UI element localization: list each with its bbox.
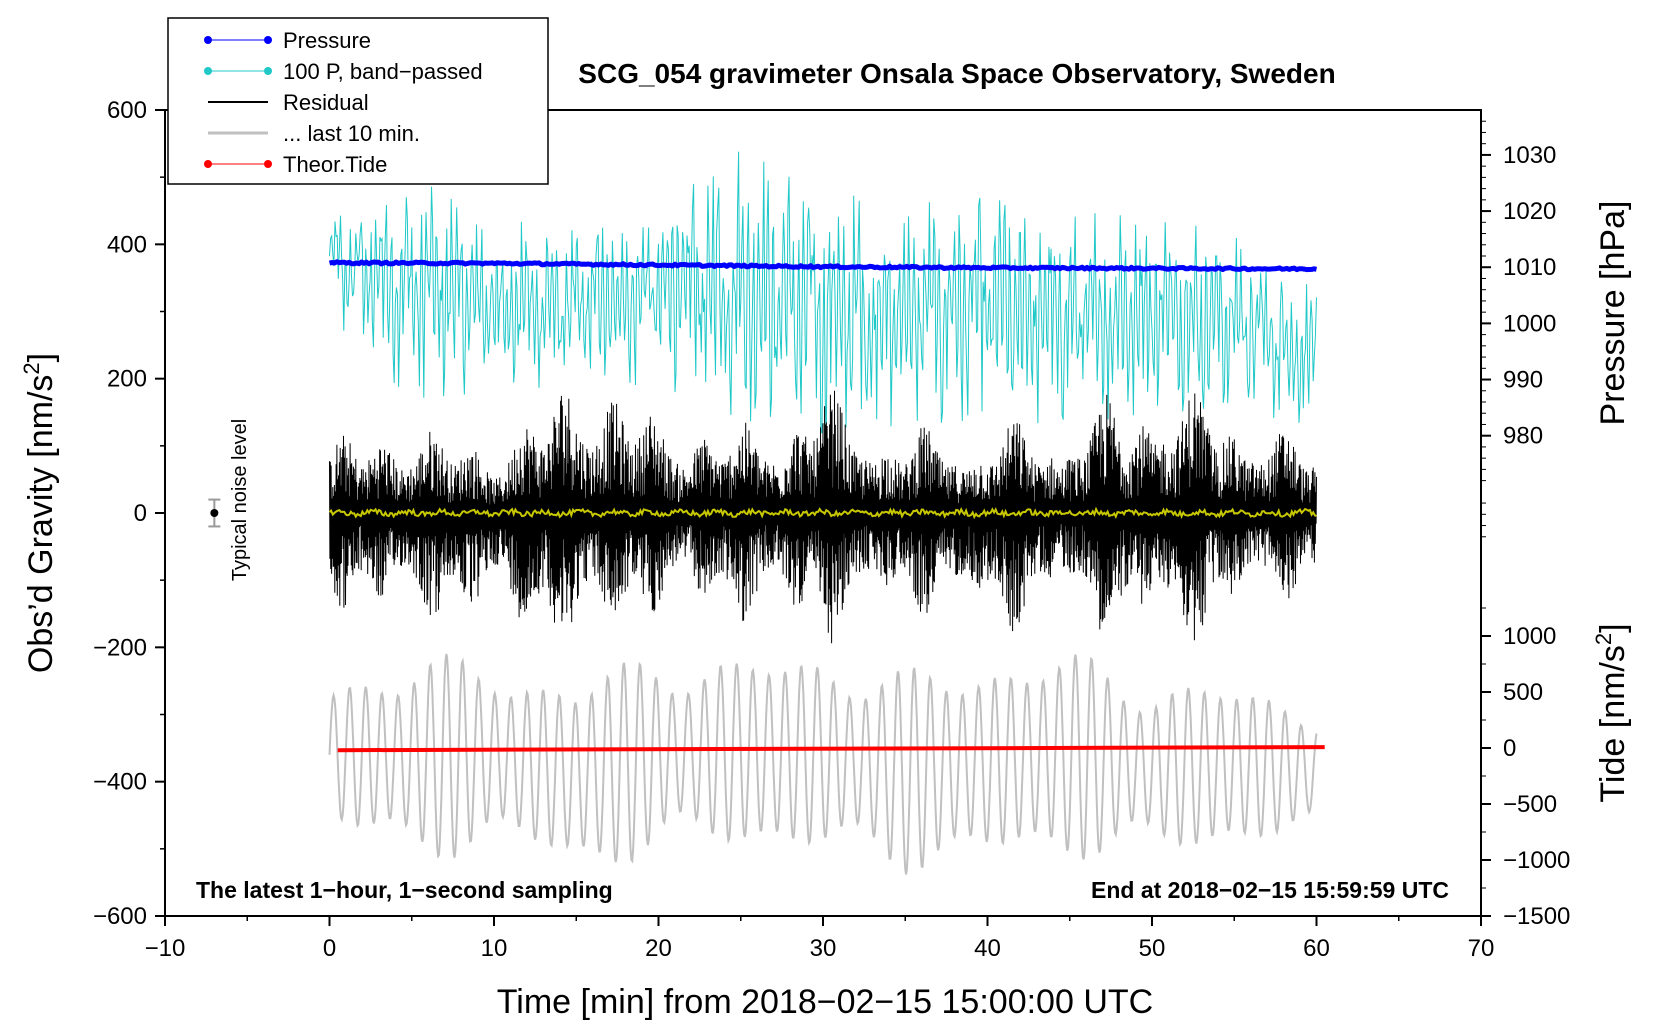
y-tick-label: 200 bbox=[107, 366, 147, 393]
x-tick-label: 50 bbox=[1139, 935, 1166, 962]
tide-tick-label: 0 bbox=[1503, 735, 1516, 762]
noise-dot bbox=[210, 509, 219, 517]
tide-tick-label: −500 bbox=[1503, 791, 1557, 818]
legend-marker-tide bbox=[204, 160, 212, 168]
x-tick-label: 0 bbox=[323, 935, 336, 962]
legend-marker-bandpassed-end bbox=[264, 67, 272, 75]
series-last10-line bbox=[328, 653, 1318, 875]
legend: Pressure 100 P, band−passed Residual ...… bbox=[167, 17, 549, 185]
x-tick-label: 40 bbox=[974, 935, 1001, 962]
pressure-tick-label: 990 bbox=[1503, 367, 1543, 394]
series-residual-line bbox=[329, 390, 1317, 644]
series-filtered-line bbox=[328, 506, 1317, 520]
y-axis-title-sup: 2 bbox=[19, 362, 44, 374]
x-tick-label: 70 bbox=[1468, 935, 1495, 962]
tide-axis-title: Tide [nm/s2] bbox=[1591, 623, 1632, 802]
axes-layer: −10 0 10 20 30 40 50 60 706004002000−200−400−600… bbox=[93, 97, 1570, 962]
y-axis-title: Obs’d Gravity [nm/s2] bbox=[19, 353, 60, 673]
tide-axis-title-sup: 2 bbox=[1591, 633, 1616, 645]
y-axis-title-main: Obs’d Gravity [nm/s bbox=[22, 375, 60, 674]
legend-marker-pressure bbox=[204, 36, 212, 44]
y-tick-label: −600 bbox=[93, 903, 147, 930]
tide-axis-title-close: ] bbox=[1594, 623, 1632, 632]
y-tick-label: 600 bbox=[107, 97, 147, 124]
tide-tick-label: −1000 bbox=[1503, 847, 1570, 874]
pressure-tick-label: 1000 bbox=[1503, 310, 1556, 337]
legend-label-pressure: Pressure bbox=[283, 28, 371, 53]
pressure-tick-label: 1010 bbox=[1503, 254, 1556, 281]
legend-label-residual: Residual bbox=[283, 90, 369, 115]
series-layer bbox=[328, 151, 1325, 875]
x-tick-label: −10 bbox=[145, 935, 186, 962]
y-tick-label: −400 bbox=[93, 769, 147, 796]
y-axis-title-close: ] bbox=[22, 353, 60, 362]
tide-tick-label: −1500 bbox=[1503, 903, 1570, 930]
x-tick-label: 10 bbox=[481, 935, 508, 962]
pressure-tick-label: 980 bbox=[1503, 423, 1543, 450]
y-tick-label: 400 bbox=[107, 231, 147, 258]
pressure-tick-label: 1030 bbox=[1503, 142, 1556, 169]
y-tick-label: 0 bbox=[134, 500, 147, 527]
series-tide-line bbox=[337, 745, 1325, 753]
y-tick-label: −200 bbox=[93, 634, 147, 661]
legend-label-last10: ... last 10 min. bbox=[283, 121, 420, 146]
noise-label: Typical noise level bbox=[229, 419, 251, 581]
tide-tick-label: 1000 bbox=[1503, 623, 1556, 650]
pressure-axis-title: Pressure [hPa] bbox=[1594, 201, 1632, 426]
footer-right: End at 2018−02−15 15:59:59 UTC bbox=[1091, 877, 1449, 903]
legend-item-residual: Residual bbox=[208, 90, 369, 115]
chart-title: SCG_054 gravimeter Onsala Space Observat… bbox=[578, 58, 1335, 89]
x-tick-label: 60 bbox=[1303, 935, 1330, 962]
footer-left: The latest 1−hour, 1−second sampling bbox=[196, 877, 613, 903]
tide-axis-title-main: Tide [nm/s bbox=[1594, 645, 1632, 802]
legend-item-pressure: Pressure bbox=[204, 28, 371, 53]
tide-tick-label: 500 bbox=[1503, 679, 1543, 706]
legend-marker-pressure-end bbox=[264, 36, 272, 44]
noise-indicator: Typical noise level bbox=[208, 419, 251, 581]
pressure-tick-label: 1020 bbox=[1503, 198, 1556, 225]
series-bandpassed-line bbox=[329, 151, 1317, 439]
series-pressure-line bbox=[328, 259, 1317, 273]
legend-item-tide: Theor.Tide bbox=[204, 152, 387, 177]
legend-item-last10: ... last 10 min. bbox=[208, 121, 420, 146]
legend-item-bandpassed: 100 P, band−passed bbox=[204, 59, 483, 84]
legend-label-bandpassed: 100 P, band−passed bbox=[283, 59, 483, 84]
x-tick-label: 30 bbox=[810, 935, 837, 962]
legend-label-tide: Theor.Tide bbox=[283, 152, 387, 177]
x-axis-title: Time [min] from 2018−02−15 15:00:00 UTC bbox=[497, 983, 1153, 1020]
x-tick-label: 20 bbox=[645, 935, 672, 962]
legend-marker-tide-end bbox=[264, 160, 272, 168]
legend-marker-bandpassed bbox=[204, 67, 212, 75]
